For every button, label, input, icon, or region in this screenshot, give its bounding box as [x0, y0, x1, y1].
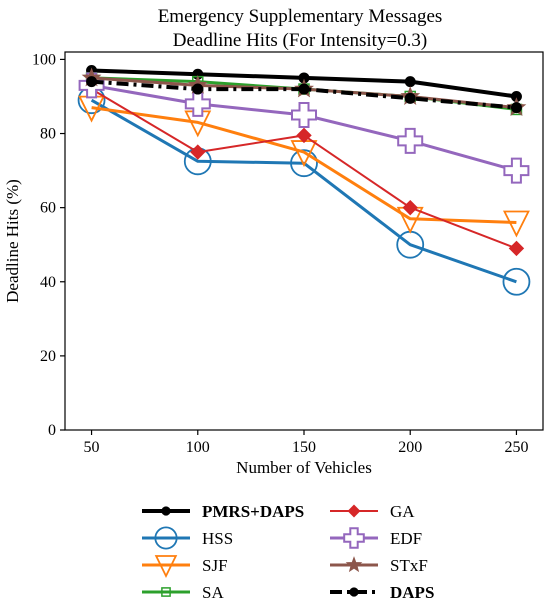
- legend-marker: [154, 526, 178, 550]
- y-tick-label: 80: [40, 126, 56, 143]
- legend-item-daps: DAPS: [330, 583, 434, 602]
- y-tick-label: 40: [40, 274, 56, 291]
- chart-title-line-1: Emergency Supplementary Messages: [158, 6, 443, 27]
- data-point-sjf: [502, 210, 530, 238]
- legend-item-pmrs-daps: PMRS+DAPS: [142, 502, 304, 521]
- legend-label: STxF: [390, 556, 428, 575]
- data-point-pmrs-daps: [404, 76, 416, 88]
- legend-label: SJF: [202, 556, 228, 575]
- data-point-ga: [190, 144, 206, 160]
- x-tick-label: 250: [504, 439, 528, 456]
- data-point-daps: [86, 76, 98, 88]
- data-point-ga: [508, 240, 525, 257]
- data-point-ga: [402, 199, 418, 216]
- legend-marker: [154, 555, 178, 579]
- data-point-daps: [298, 83, 310, 95]
- legend-item-edf: EDF: [330, 527, 422, 549]
- series-layer: [77, 65, 531, 296]
- x-tick-label: 150: [292, 439, 316, 456]
- legend-label: GA: [390, 502, 415, 521]
- y-tick-label: 0: [48, 422, 56, 439]
- legend-marker: [343, 527, 365, 549]
- legend-label: EDF: [390, 529, 422, 548]
- data-point-hss: [502, 267, 531, 296]
- y-axis-label: Deadline Hits (%): [3, 179, 22, 303]
- legend-marker: [161, 587, 171, 597]
- data-point-edf: [184, 90, 211, 117]
- x-tick-label: 50: [84, 439, 100, 456]
- data-point-ga: [296, 127, 312, 144]
- series-line-daps: [91, 79, 517, 110]
- series-daps: [86, 76, 522, 114]
- series-edf: [78, 72, 530, 184]
- y-tick-label: 20: [40, 348, 56, 365]
- legend-label: DAPS: [390, 583, 434, 602]
- data-point-daps: [510, 102, 522, 114]
- chart-title-line-2: Deadline Hits (For Intensity=0.3): [173, 30, 428, 51]
- x-axis-label: Number of Vehicles: [236, 458, 372, 477]
- legend-label: PMRS+DAPS: [202, 502, 304, 521]
- legend-marker: [349, 587, 359, 597]
- data-point-edf: [397, 127, 424, 154]
- legend-marker: [345, 556, 363, 573]
- legend-label: SA: [202, 583, 224, 602]
- legend-label: HSS: [202, 529, 233, 548]
- data-point-hss: [290, 149, 318, 178]
- data-point-edf: [291, 102, 317, 128]
- data-point-edf: [503, 157, 530, 184]
- legend-marker: [161, 506, 171, 516]
- legend-item-stxf: STxF: [330, 556, 428, 575]
- legend-item-sjf: SJF: [142, 555, 228, 579]
- y-tick-label: 60: [40, 200, 56, 217]
- x-tick-label: 100: [186, 439, 210, 456]
- x-tick-label: 200: [398, 439, 422, 456]
- data-point-daps: [192, 83, 204, 95]
- legend-item-sa: SA: [142, 583, 224, 602]
- y-tick-label: 100: [32, 51, 56, 68]
- legend: PMRS+DAPS HSS SJF SA GA EDF STxF DAPS: [142, 502, 434, 602]
- legend-marker: [347, 504, 361, 518]
- data-point-daps: [404, 92, 416, 104]
- legend-item-hss: HSS: [142, 526, 233, 550]
- legend-item-ga: GA: [330, 502, 415, 521]
- series-line-sjf: [91, 106, 517, 224]
- tick-layer: 50 100 150 200 250 0 20 40 60 80 100: [32, 51, 528, 456]
